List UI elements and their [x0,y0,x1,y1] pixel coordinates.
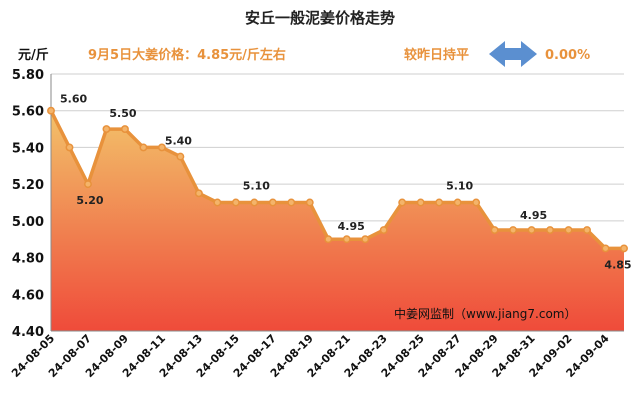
data-point [176,152,185,161]
data-label: 5.20 [76,194,103,207]
data-point [120,125,129,134]
data-point [287,198,296,207]
unit-label: 元/斤 [18,47,49,63]
y-tick-label: 5.80 [12,68,44,83]
data-point [231,198,240,207]
data-point [435,198,444,207]
data-point [361,235,370,244]
watermark: 中姜网监制（www.jiang7.com） [394,306,576,321]
headline-text: 9月5日大姜价格：4.85元/斤左右 [88,47,286,63]
data-label: 5.10 [243,180,270,193]
data-point [583,226,591,234]
comparison-text: 较昨日持平 [404,47,469,63]
data-label: 4.95 [520,209,547,222]
data-point [47,106,55,115]
data-label: 5.60 [60,93,87,106]
data-point [620,244,628,253]
data-point [527,226,536,234]
price-area [51,110,624,332]
data-point [157,143,166,152]
data-point [472,198,481,207]
data-label: 4.95 [338,220,365,233]
data-point [65,143,74,152]
data-point [268,198,277,207]
chart-title: 安丘一般泥姜价格走势 [245,9,395,27]
markers [47,106,628,253]
y-tick-label: 4.80 [12,252,44,267]
data-point [398,198,407,207]
data-point [213,198,222,207]
data-point [509,226,518,234]
data-labels: 5.60 5.20 5.50 5.40 5.10 4.95 5.10 4.95 4.85 [60,93,632,272]
data-point [453,198,462,207]
data-point [139,143,148,152]
data-point [305,198,314,207]
data-point [342,235,351,244]
data-point [102,125,111,134]
data-point [324,235,333,244]
change-value: 0.00% [545,48,590,63]
data-point [416,198,425,207]
y-tick-label: 5.40 [12,141,44,156]
y-tick-label: 5.60 [12,105,44,120]
data-point [490,226,499,234]
y-tick-label: 5.00 [12,215,44,230]
data-label: 5.40 [165,135,192,148]
data-point [84,180,92,189]
data-point [250,198,259,207]
y-tick-label: 4.40 [12,325,44,340]
y-tick-label: 5.20 [12,178,44,193]
double-arrow-icon [489,41,537,67]
data-point [546,226,555,234]
y-tick-label: 4.60 [12,288,44,303]
data-label: 4.85 [604,258,631,271]
data-point [194,189,203,198]
data-point [601,244,610,253]
data-point [379,226,388,234]
data-label: 5.10 [446,180,473,193]
data-label: 5.50 [109,107,136,120]
data-point [564,226,573,234]
